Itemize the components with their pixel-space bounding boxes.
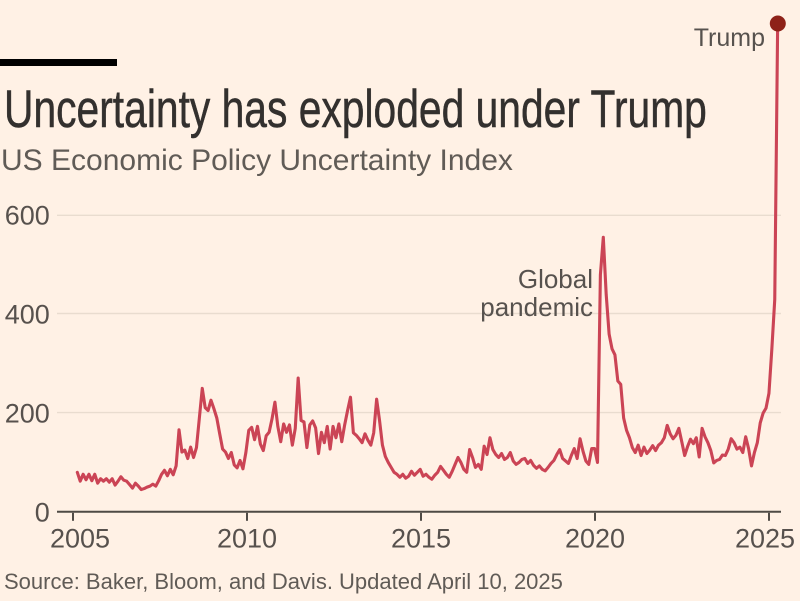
svg-text:2010: 2010 xyxy=(217,524,277,554)
svg-text:600: 600 xyxy=(5,201,50,231)
svg-text:2020: 2020 xyxy=(565,524,625,554)
svg-text:0: 0 xyxy=(35,497,50,527)
svg-text:2005: 2005 xyxy=(50,524,110,554)
svg-text:400: 400 xyxy=(5,300,50,330)
svg-text:2015: 2015 xyxy=(391,524,451,554)
svg-text:200: 200 xyxy=(5,399,50,429)
svg-text:2025: 2025 xyxy=(735,524,795,554)
